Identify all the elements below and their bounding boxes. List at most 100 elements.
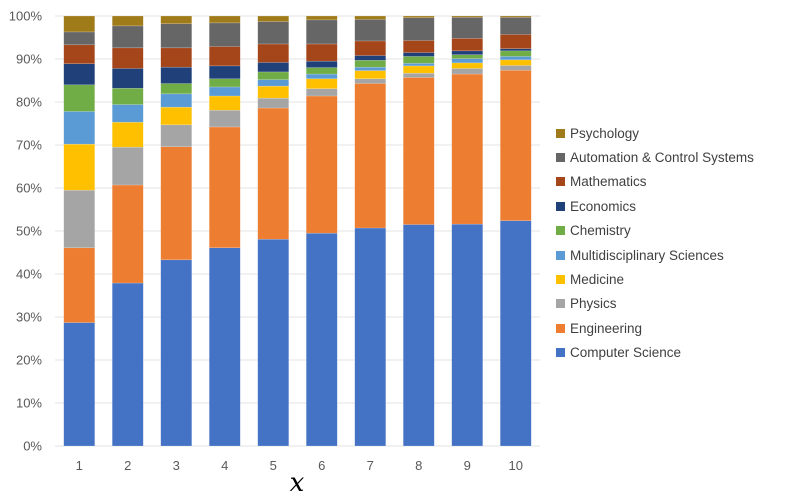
bar-segment-medicine [257, 85, 290, 99]
bar-stacks [63, 15, 532, 447]
bar-segment-chemistry [402, 56, 435, 64]
legend-label: Mathematics [570, 174, 647, 190]
bar-segment-multidisciplinary-sciences [402, 63, 435, 67]
bar-segment-engineering [111, 184, 144, 284]
bar-segment-automation-control-systems [354, 19, 387, 42]
bar-segment-economics [208, 65, 241, 80]
bar-segment-economics [257, 62, 290, 73]
legend-swatch [556, 128, 565, 138]
bar-segment-mathematics [354, 40, 387, 56]
legend-label: Medicine [570, 272, 625, 288]
x-tick-label: 9 [464, 458, 471, 473]
legend: Psychology Automation & Control Systems Ma… [556, 121, 754, 365]
bar-segment-engineering [160, 146, 193, 261]
bar-segment-physics [451, 68, 484, 75]
bar-segment-economics [354, 55, 387, 61]
bar-stack [63, 15, 96, 447]
bar-segment-engineering [257, 107, 290, 240]
legend-item: Computer Science [556, 341, 754, 365]
x-tick-label: 4 [221, 458, 228, 473]
bar-segment-psychology [160, 15, 193, 24]
bar-segment-physics [354, 78, 387, 84]
bar-segment-multidisciplinary-sciences [63, 111, 96, 145]
legend-swatch [556, 348, 565, 358]
legend-label: Automation & Control Systems [570, 150, 754, 166]
bar-segment-computer-science [257, 238, 290, 447]
legend-label: Computer Science [570, 345, 682, 361]
bar-segment-physics [499, 65, 532, 71]
bar-segment-mathematics [111, 47, 144, 69]
bar-segment-computer-science [354, 227, 387, 447]
bar-segment-engineering [63, 247, 96, 323]
legend-item: Medicine [556, 267, 754, 291]
legend-swatch [556, 201, 565, 211]
bar-segment-psychology [63, 15, 96, 33]
bar-segment-chemistry [451, 54, 484, 59]
bar-stack [305, 15, 338, 447]
bar-segment-computer-science [402, 224, 435, 447]
legend-item: Engineering [556, 316, 754, 340]
bar-segment-chemistry [111, 87, 144, 105]
bar-segment-chemistry [354, 60, 387, 68]
bar-segment-engineering [451, 73, 484, 225]
legend-item: Psychology [556, 121, 754, 145]
x-axis-tick-labels: 1 2 3 4 5 6 7 8 9 10 [76, 458, 523, 473]
y-tick-label: 70% [16, 138, 42, 153]
bar-segment-computer-science [208, 247, 241, 447]
bar-segment-multidisciplinary-sciences [208, 86, 241, 97]
bar-segment-multidisciplinary-sciences [354, 66, 387, 71]
bar-segment-chemistry [305, 67, 338, 75]
bar-segment-multidisciplinary-sciences [257, 79, 290, 87]
y-tick-label: 30% [16, 310, 42, 325]
bar-segment-engineering [499, 69, 532, 221]
y-tick-label: 100% [9, 9, 43, 24]
bar-segment-medicine [451, 62, 484, 69]
legend-item: Chemistry [556, 219, 754, 243]
bar-segment-mathematics [499, 34, 532, 49]
bar-segment-medicine [160, 106, 193, 126]
y-tick-label: 0% [23, 439, 42, 454]
y-tick-label: 80% [16, 95, 42, 110]
legend-item: Physics [556, 292, 754, 316]
legend-item: Automation & Control Systems [556, 145, 754, 169]
bar-segment-automation-control-systems [63, 31, 96, 46]
bar-segment-chemistry [257, 71, 290, 80]
x-tick-label: 5 [270, 458, 277, 473]
x-tick-label: 1 [76, 458, 83, 473]
legend-item: Economics [556, 194, 754, 218]
bar-segment-psychology [451, 15, 484, 18]
bar-segment-engineering [305, 95, 338, 234]
bar-segment-physics [208, 109, 241, 128]
bar-segment-multidisciplinary-sciences [160, 93, 193, 108]
bar-segment-multidisciplinary-sciences [499, 56, 532, 61]
legend-label: Engineering [570, 320, 643, 336]
bar-segment-computer-science [305, 232, 338, 447]
bar-segment-automation-control-systems [499, 17, 532, 35]
bar-segment-chemistry [499, 50, 532, 57]
bar-segment-medicine [402, 65, 435, 74]
bar-segment-automation-control-systems [402, 17, 435, 41]
y-tick-label: 10% [16, 396, 42, 411]
bar-segment-mathematics [63, 44, 96, 64]
bar-stack [499, 15, 532, 447]
bar-segment-multidisciplinary-sciences [305, 73, 338, 80]
bar-segment-medicine [111, 121, 144, 148]
x-tick-label: 7 [367, 458, 374, 473]
bar-segment-economics [499, 48, 532, 52]
bar-segment-psychology [257, 15, 290, 22]
legend-swatch [556, 275, 565, 285]
x-tick-label: 6 [318, 458, 325, 473]
bar-segment-economics [402, 52, 435, 57]
bar-segment-economics [305, 60, 338, 68]
bar-segment-computer-science [451, 223, 484, 447]
bar-segment-economics [63, 63, 96, 86]
x-tick-label: 3 [173, 458, 180, 473]
legend-swatch [556, 226, 565, 236]
legend-label: Physics [570, 296, 617, 312]
bar-segment-automation-control-systems [451, 17, 484, 39]
bar-segment-mathematics [451, 38, 484, 52]
x-tick-label: 8 [415, 458, 422, 473]
legend-swatch [556, 323, 565, 333]
bar-segment-engineering [354, 83, 387, 229]
y-tick-label: 90% [16, 52, 42, 67]
